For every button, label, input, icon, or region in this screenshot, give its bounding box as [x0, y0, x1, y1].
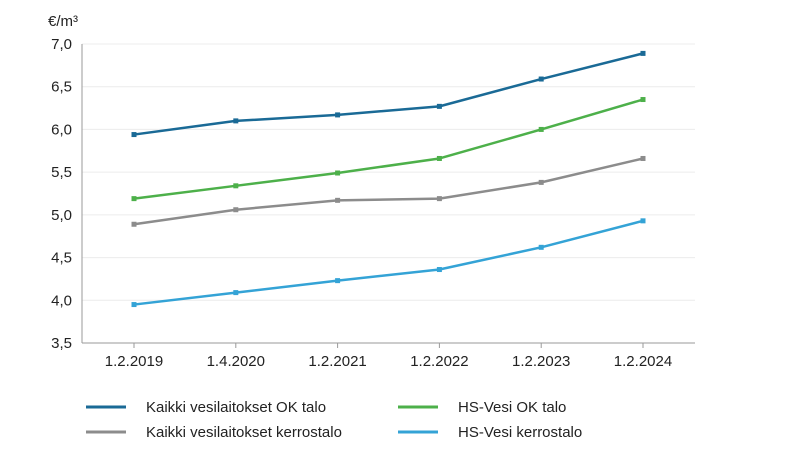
y-tick-label: 5,0: [51, 207, 72, 224]
y-tick-label: 3,5: [51, 335, 72, 352]
x-tick-label: 1.2.2024: [614, 353, 672, 370]
y-tick-label: 6,0: [51, 121, 72, 138]
data-point: [640, 155, 646, 161]
data-point: [640, 50, 646, 56]
legend-label: Kaikki vesilaitokset OK talo: [146, 399, 326, 416]
x-tick-label: 1.4.2020: [207, 353, 265, 370]
y-tick-label: 6,5: [51, 79, 72, 96]
series-line: [133, 52, 644, 136]
series-lines: [133, 52, 644, 306]
data-point: [233, 207, 239, 213]
data-point: [335, 197, 341, 203]
data-point: [131, 302, 137, 308]
legend-label: Kaikki vesilaitokset kerrostalo: [146, 424, 342, 441]
x-tick-labels: 1.2.2019 1.4.2020 1.2.2021 1.2.2022 1.2.2023…: [105, 353, 672, 370]
grid: [82, 43, 695, 301]
data-point: [436, 155, 442, 161]
y-tick-label: 4,0: [51, 292, 72, 309]
data-point: [233, 183, 239, 189]
data-point: [538, 76, 544, 82]
series-points: [131, 50, 646, 308]
series-line: [133, 98, 644, 200]
data-point: [233, 290, 239, 296]
data-point: [233, 118, 239, 124]
y-tick-label: 5,5: [51, 164, 72, 181]
legend: Kaikki vesilaitokset OK talo HS-Vesi OK t…: [86, 399, 582, 441]
data-point: [436, 103, 442, 109]
series-line: [133, 219, 644, 306]
data-point: [436, 267, 442, 273]
x-tick-label: 1.2.2022: [410, 353, 468, 370]
data-point: [436, 196, 442, 202]
data-point: [538, 126, 544, 132]
data-point: [131, 196, 137, 202]
y-tick-label: 4,5: [51, 250, 72, 267]
y-axis-unit-label: €/m³: [48, 13, 78, 30]
legend-label: HS-Vesi OK talo: [458, 399, 566, 416]
data-point: [538, 244, 544, 250]
legend-label: HS-Vesi kerrostalo: [458, 424, 582, 441]
x-tick-label: 1.2.2019: [105, 353, 163, 370]
data-point: [131, 132, 137, 138]
axes: [81, 44, 695, 348]
data-point: [640, 218, 646, 224]
series-line: [133, 157, 644, 226]
x-tick-label: 1.2.2023: [512, 353, 570, 370]
data-point: [335, 170, 341, 176]
data-point: [538, 179, 544, 185]
data-point: [131, 221, 137, 227]
y-tick-labels: 3,5 4,0 4,5 5,0 5,5 6,0 6,5 7,0: [51, 36, 72, 352]
y-tick-label: 7,0: [51, 36, 72, 53]
data-point: [335, 278, 341, 284]
x-tick-label: 1.2.2021: [308, 353, 366, 370]
data-point: [640, 97, 646, 103]
data-point: [335, 112, 341, 118]
